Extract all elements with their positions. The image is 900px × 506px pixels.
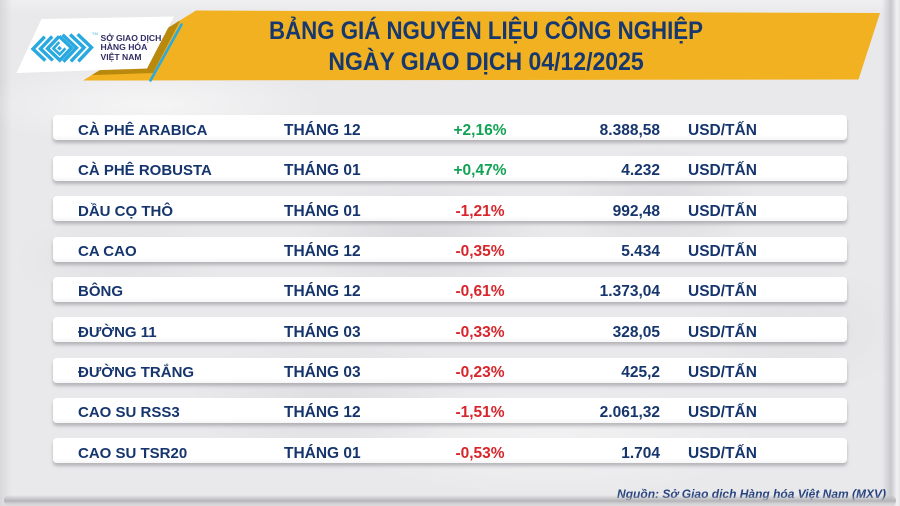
svg-text:TM: TM (92, 31, 98, 36)
